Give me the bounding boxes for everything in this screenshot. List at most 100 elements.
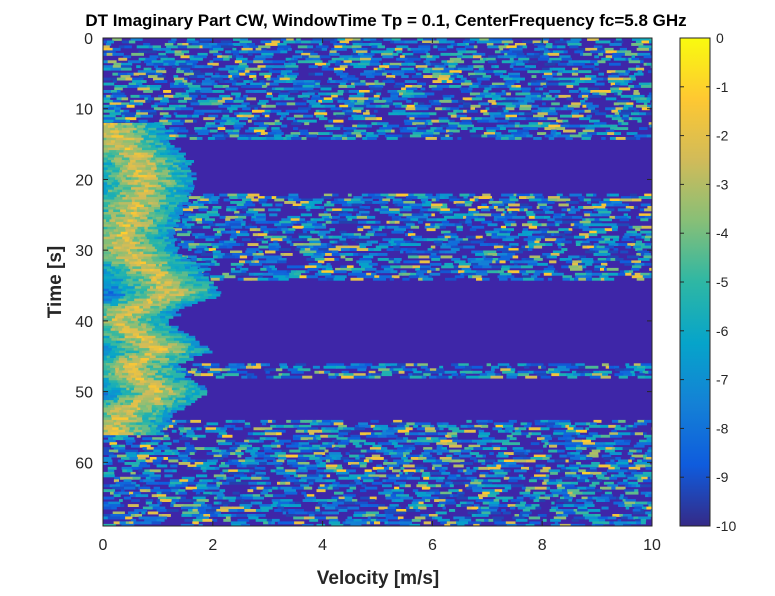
heatmap-cell: [176, 496, 182, 500]
heatmap-cell: [621, 117, 630, 121]
heatmap-cell: [502, 370, 515, 374]
heatmap-cell: [644, 193, 652, 197]
heatmap-cell: [349, 481, 357, 485]
heatmap-cell: [519, 196, 527, 199]
heatmap-cell: [502, 201, 516, 204]
heatmap-cell: [462, 67, 474, 71]
heatmap-cell: [417, 82, 426, 86]
heatmap-cell: [193, 511, 200, 515]
heatmap-cell: [592, 434, 602, 438]
heatmap-cell: [388, 476, 401, 480]
heatmap-cell: [346, 265, 354, 269]
heatmap-cell: [190, 368, 198, 372]
heatmap-cell: [621, 196, 632, 199]
heatmap-cell: [537, 109, 542, 113]
heatmap-cell: [481, 511, 492, 515]
heatmap-cell: [489, 469, 494, 473]
heatmap-cell: [108, 501, 121, 505]
heatmap-cell: [649, 40, 652, 44]
heatmap-cell: [337, 99, 343, 103]
heatmap-cell: [467, 127, 473, 130]
heatmap-cell: [521, 265, 533, 269]
heatmap-cell: [483, 57, 487, 61]
heatmap-cell: [552, 442, 566, 446]
heatmap-cell: [318, 370, 325, 374]
heatmap-cell: [348, 462, 360, 465]
heatmap-cell: [297, 427, 309, 431]
heatmap-cell: [559, 419, 571, 423]
heatmap-cell: [418, 501, 424, 505]
heatmap-cell: [352, 55, 361, 59]
heatmap-cell: [320, 444, 333, 448]
heatmap-cell: [288, 90, 299, 93]
heatmap-cell: [523, 494, 530, 498]
heatmap-cell: [435, 516, 443, 520]
heatmap-cell: [519, 45, 524, 49]
heatmap-cell: [386, 434, 398, 438]
heatmap-cell: [547, 198, 558, 202]
heatmap-cell: [428, 112, 437, 116]
heatmap-cell: [526, 134, 533, 138]
heatmap-cell: [270, 469, 276, 473]
heatmap-cell: [526, 363, 532, 367]
heatmap-cell: [125, 481, 132, 485]
heatmap-cell: [138, 50, 148, 54]
heatmap-cell: [598, 464, 612, 468]
heatmap-cell: [265, 82, 271, 86]
heatmap-cell: [233, 427, 243, 431]
heatmap-cell: [175, 419, 187, 423]
heatmap-cell: [224, 122, 236, 126]
heatmap-cell: [544, 50, 551, 54]
heatmap-cell: [467, 496, 480, 500]
heatmap-cell: [238, 117, 248, 121]
heatmap-cell: [283, 87, 295, 91]
heatmap-cell: [534, 240, 540, 244]
heatmap-cell: [247, 243, 259, 246]
heatmap-cell: [108, 104, 117, 108]
heatmap-cell: [548, 419, 560, 423]
heatmap-cell: [348, 476, 358, 480]
heatmap-cell: [410, 272, 417, 276]
heatmap-cell: [538, 365, 542, 369]
heatmap-cell: [454, 365, 466, 369]
heatmap-cell: [275, 102, 282, 106]
heatmap-cell: [417, 481, 429, 485]
heatmap-cell: [648, 215, 652, 219]
heatmap-cell: [368, 97, 380, 101]
heatmap-cell: [367, 243, 372, 246]
heatmap-cell: [232, 55, 237, 59]
heatmap-cell: [526, 434, 531, 438]
heatmap-cell: [265, 250, 276, 254]
heatmap-cell: [363, 52, 375, 56]
heatmap-cell: [457, 124, 462, 128]
heatmap-cell: [435, 193, 441, 197]
heatmap-cell: [528, 432, 533, 436]
heatmap-cell: [498, 97, 507, 101]
heatmap-cell: [261, 476, 270, 480]
heatmap-cell: [447, 45, 454, 49]
heatmap-cell: [581, 496, 589, 500]
heatmap-cell: [485, 474, 498, 478]
heatmap-cell: [207, 213, 220, 217]
heatmap-cell: [448, 240, 453, 244]
heatmap-cell: [194, 65, 205, 69]
heatmap-cell: [225, 220, 235, 224]
heatmap-cell: [259, 80, 265, 83]
heatmap-cell: [401, 365, 406, 369]
heatmap-cell: [581, 137, 591, 140]
heatmap-cell: [249, 80, 254, 83]
heatmap-cell: [607, 484, 615, 488]
heatmap-cell: [618, 87, 631, 91]
heatmap-cell: [498, 270, 504, 274]
heatmap-cell: [506, 45, 518, 49]
heatmap-cell: [592, 277, 602, 281]
heatmap-cell: [186, 434, 195, 438]
heatmap-cell: [353, 65, 367, 69]
heatmap-cell: [335, 114, 345, 118]
heatmap-cell: [358, 424, 372, 428]
heatmap-cell: [314, 272, 320, 276]
heatmap-cell: [242, 201, 247, 204]
heatmap-cell: [242, 198, 248, 202]
heatmap-cell: [343, 90, 350, 93]
heatmap-cell: [214, 262, 220, 266]
